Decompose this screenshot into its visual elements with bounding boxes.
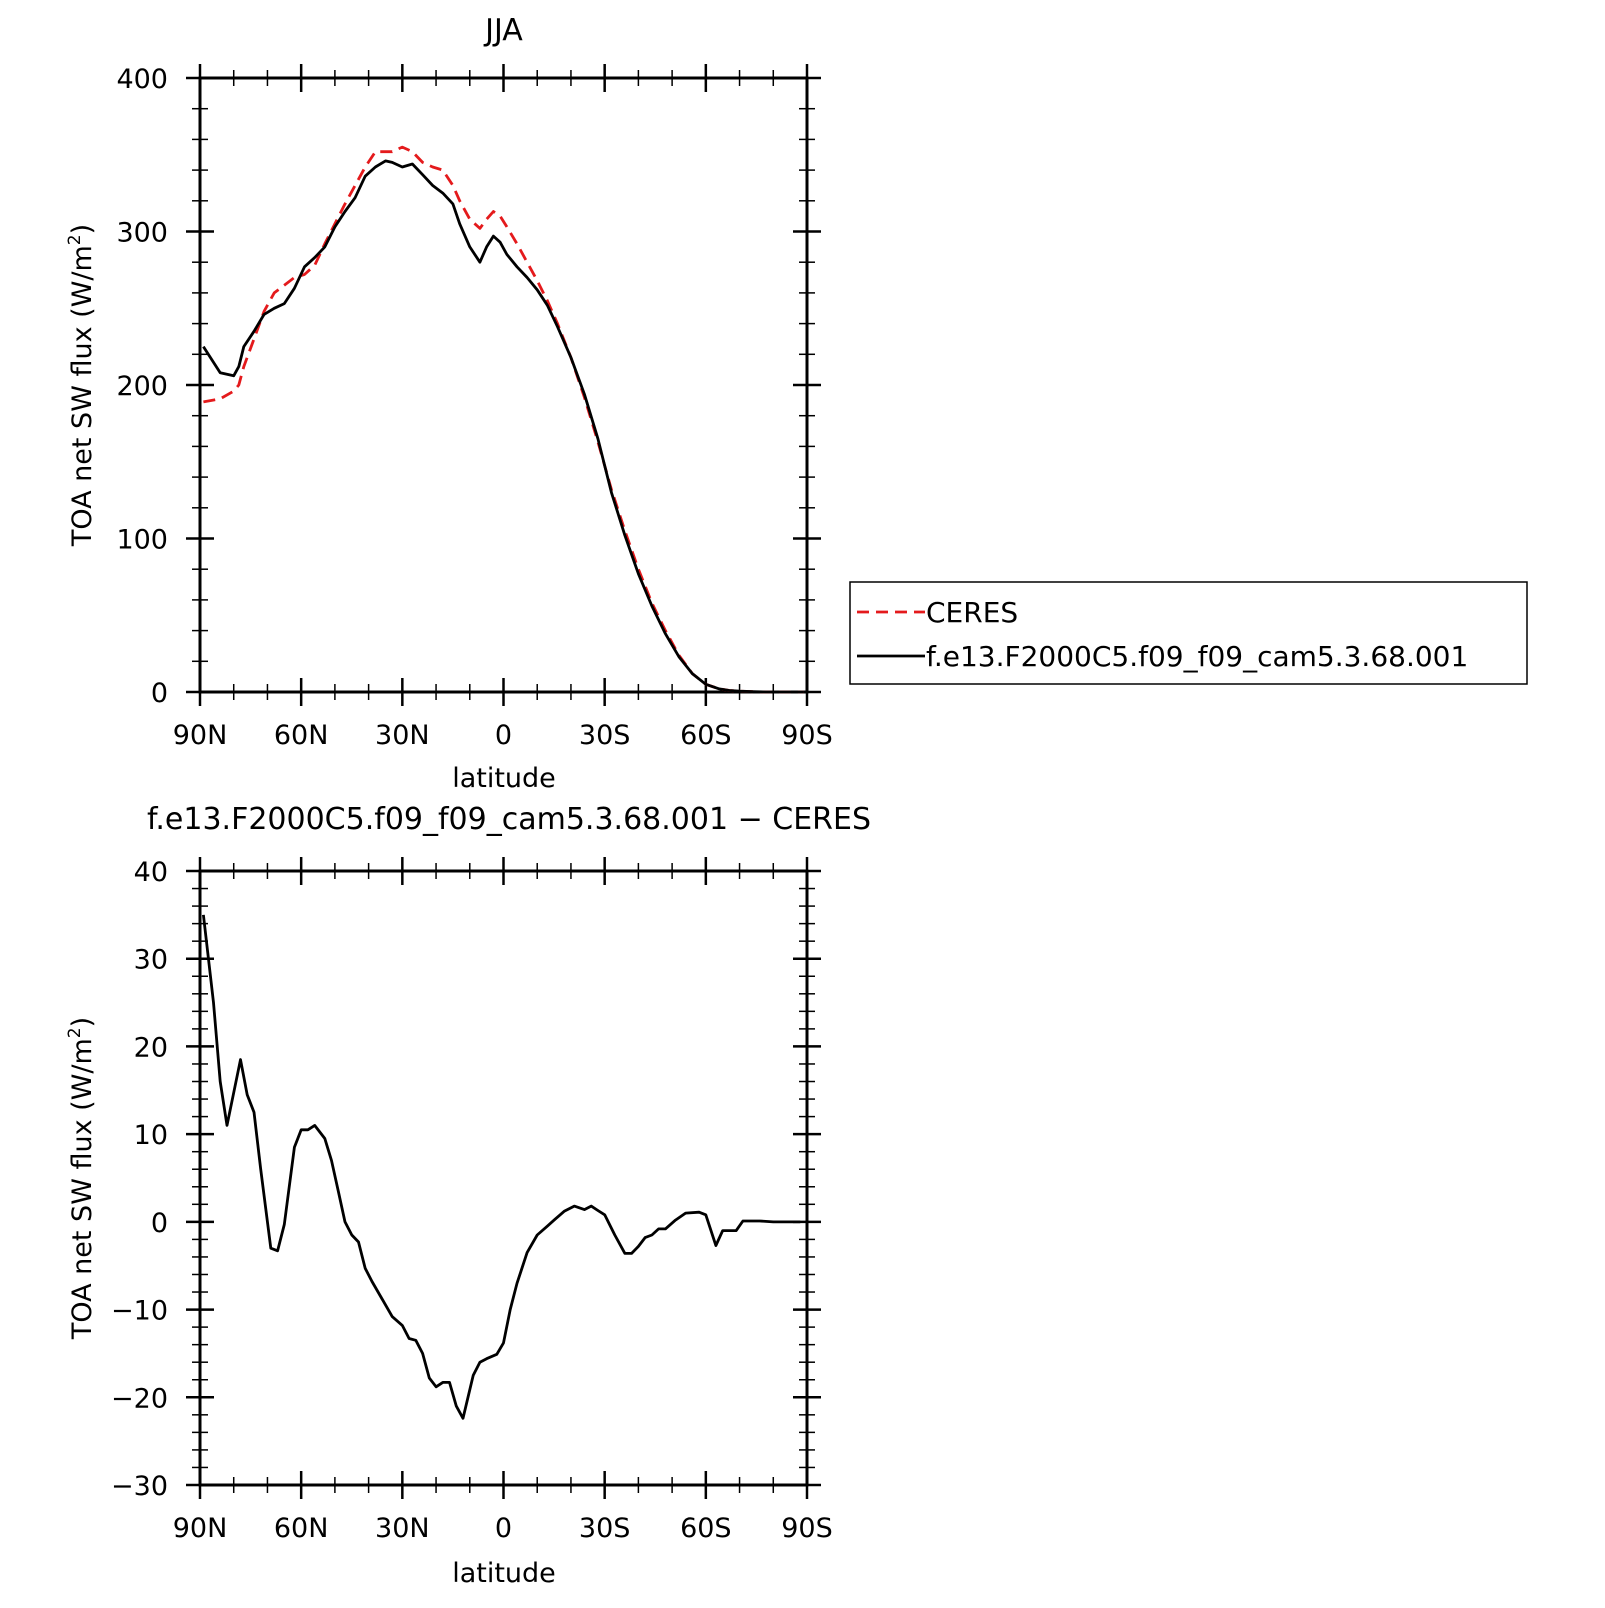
top-chart: JJA 0 100 200 300 400 90N 60N 30N 0 30S 60S 90S la… [65,13,1528,794]
y-tick-label: 40 [134,857,168,888]
series-line-model [202,914,801,1420]
axis-ticks [186,64,821,706]
y-tick-label: 100 [116,525,168,556]
x-tick-label: 0 [495,1513,512,1544]
y-tick-label: 30 [134,945,168,976]
legend-label-model: f.e13.F2000C5.f09_f09_cam5.3.68.001 [926,640,1468,673]
series-line-ceres [203,145,804,694]
y-tick-label: 0 [151,678,168,709]
x-tick-label: 30S [579,720,631,751]
chart-title: f.e13.F2000C5.f09_f09_cam5.3.68.001 − CE… [147,802,871,837]
axis-ticks [186,857,821,1499]
x-tick-label: 90N [173,1513,228,1544]
x-tick-label: 30N [375,720,430,751]
x-tick-label: 60N [274,1513,329,1544]
x-axis-label: latitude [452,763,556,794]
y-tick-label: 200 [116,371,168,402]
y-tick-label: −10 [111,1296,168,1327]
chart-title: JJA [483,13,523,48]
y-axis-label: TOA net SW flux (W/m2) [65,224,98,547]
y-tick-label: 0 [151,1208,168,1239]
x-tick-label: 60S [680,1513,732,1544]
y-tick-labels: 0 100 200 300 400 [116,64,168,709]
series-line-model [202,159,804,694]
y-tick-label: 400 [116,64,168,95]
y-tick-label: −30 [111,1471,168,1502]
y-tick-label: 20 [134,1032,168,1063]
x-tick-label: 0 [495,720,512,751]
series-group [202,145,804,694]
x-tick-label: 90N [173,720,228,751]
x-axis-label: latitude [452,1558,556,1589]
y-tick-label: 300 [116,218,168,249]
legend: CERES f.e13.F2000C5.f09_f09_cam5.3.68.00… [849,581,1528,685]
x-tick-labels: 90N 60N 30N 0 30S 60S 90S [173,1513,833,1544]
bottom-chart: f.e13.F2000C5.f09_f09_cam5.3.68.001 − CE… [65,802,871,1589]
y-tick-label: −20 [111,1383,168,1414]
plot-frame [198,76,809,694]
x-tick-label: 90S [781,720,833,751]
legend-box [849,581,1528,685]
x-tick-label: 30N [375,1513,430,1544]
x-tick-label: 30S [579,1513,631,1544]
series-group [202,914,801,1420]
x-tick-label: 60N [274,720,329,751]
x-tick-label: 90S [781,1513,833,1544]
y-tick-labels: −30 −20 −10 0 10 20 30 40 [111,857,168,1502]
x-tick-labels: 90N 60N 30N 0 30S 60S 90S [173,720,833,751]
y-axis-label: TOA net SW flux (W/m2) [65,1017,98,1340]
legend-label-ceres: CERES [926,596,1018,629]
x-tick-label: 60S [680,720,732,751]
y-tick-label: 10 [134,1120,168,1151]
